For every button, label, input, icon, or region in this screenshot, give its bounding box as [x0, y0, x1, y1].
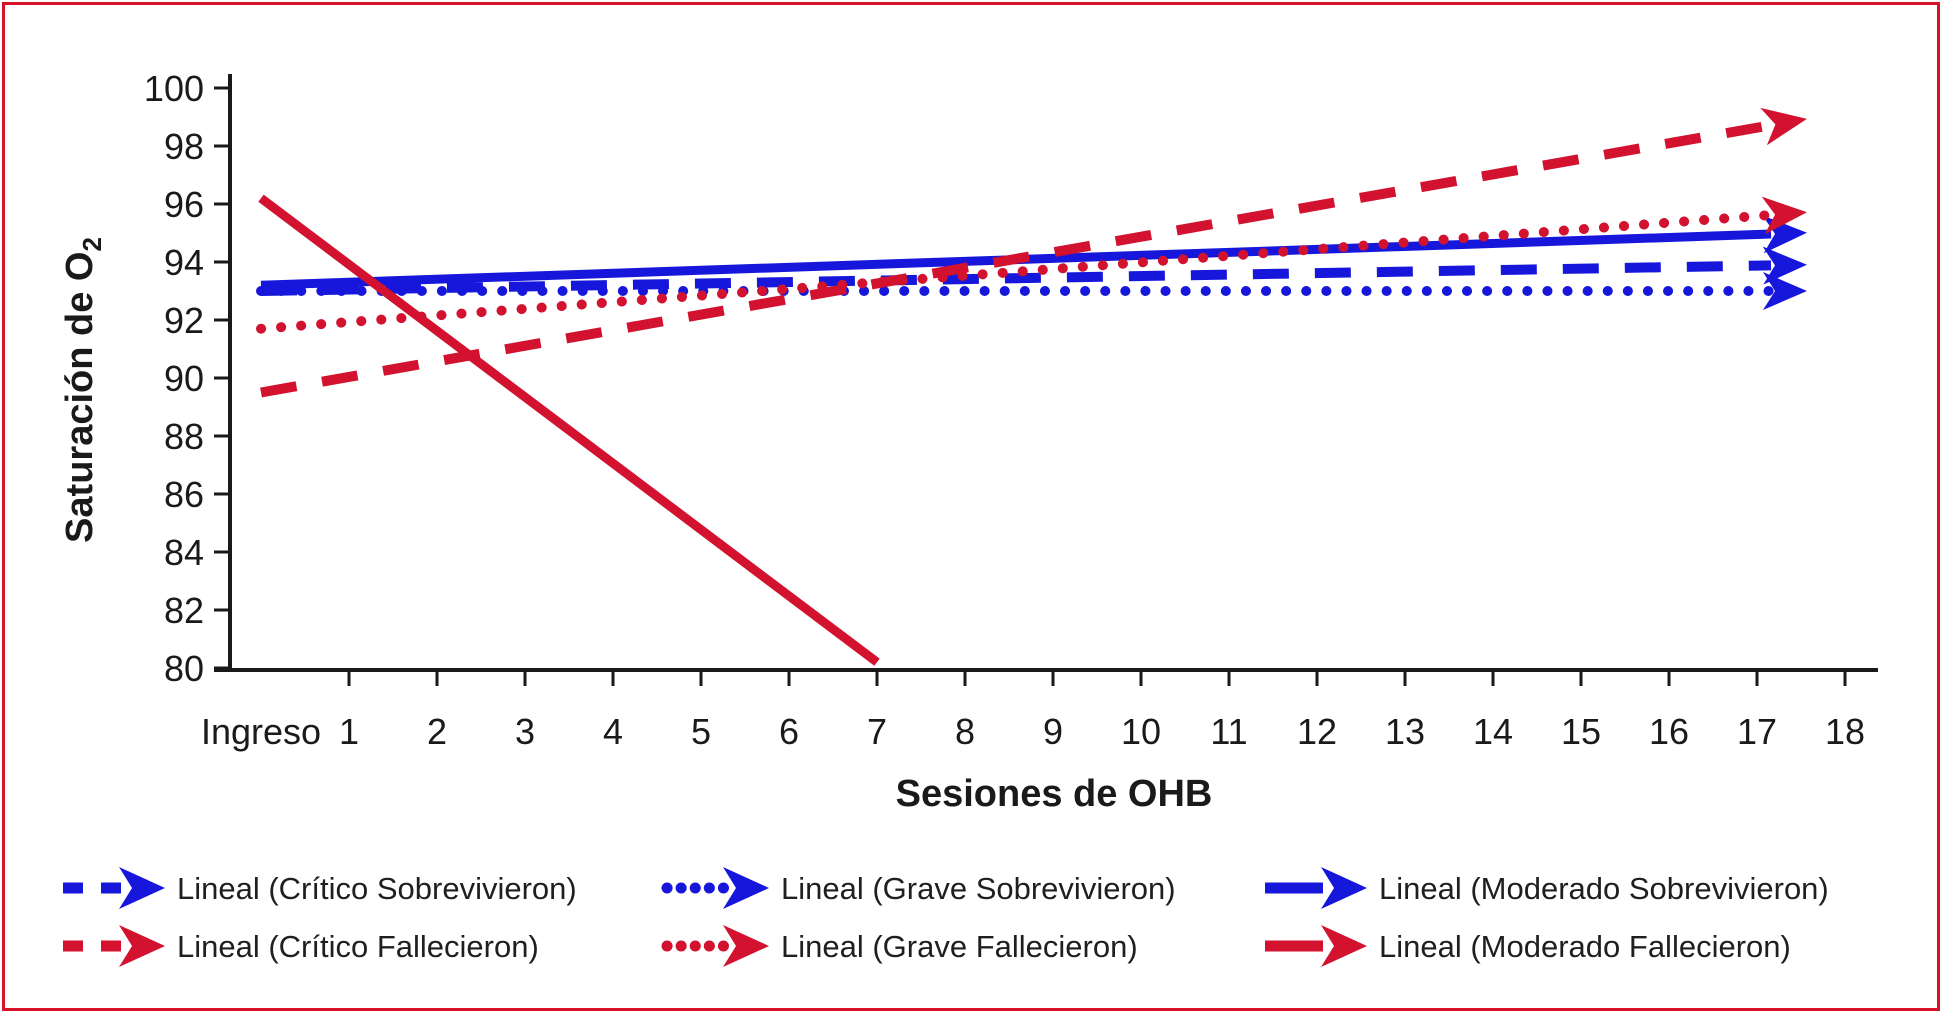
- x-tick-label-16: 16: [1649, 711, 1689, 752]
- x-tick-label-17: 17: [1737, 711, 1777, 752]
- y-axis-ticks: [214, 86, 230, 670]
- y-tick-label-88: 88: [164, 416, 204, 457]
- legend-marker-arrow-icon: [1321, 925, 1367, 967]
- y-tick-label-100: 100: [144, 68, 204, 109]
- x-tick-label-6: 6: [779, 711, 799, 752]
- y-tick-label-82: 82: [164, 590, 204, 631]
- x-tick-label-13: 13: [1385, 711, 1425, 752]
- legend-item-lineal-crtico-fallecieron: Lineal (Crítico Fallecieron): [63, 925, 539, 967]
- x-tick-label-7: 7: [867, 711, 887, 752]
- y-tick-label-92: 92: [164, 300, 204, 341]
- x-tick-label-2: 2: [427, 711, 447, 752]
- series-line-lineal-crtico-fallecieron: [260, 120, 1773, 398]
- legend: Lineal (Crítico Sobrevivieron) Lineal (Gr…: [63, 867, 1829, 967]
- x-tick-label-11: 11: [1210, 711, 1247, 752]
- legend-label: Lineal (Grave Sobrevivieron): [781, 871, 1176, 906]
- x-axis-title: Sesiones de OHB: [896, 773, 1213, 815]
- series-line-lineal-crtico-sobrevivieron: [260, 260, 1772, 296]
- series-arrow-lineal-grave-fallecieron: [1761, 196, 1807, 235]
- series-arrow-lineal-crtico-fallecieron: [1760, 107, 1807, 146]
- legend-label: Lineal (Crítico Fallecieron): [177, 929, 539, 964]
- x-tick-label-4: 4: [603, 711, 623, 752]
- y-axis-title-main: Saturación de O: [59, 252, 101, 543]
- legend-label: Lineal (Moderado Sobrevivieron): [1379, 871, 1829, 906]
- x-axis-ticks: [347, 670, 1847, 686]
- y-axis-title: Saturación de O2: [59, 237, 107, 543]
- y-tick-label-96: 96: [164, 184, 204, 225]
- x-tick-label-12: 12: [1297, 711, 1337, 752]
- x-tick-label-8: 8: [955, 711, 975, 752]
- legend-label: Lineal (Grave Fallecieron): [781, 929, 1138, 964]
- y-tick-label-86: 86: [164, 474, 204, 515]
- y-tick-label-94: 94: [164, 242, 204, 283]
- series-line-lineal-moderado-fallecieron: [258, 194, 880, 666]
- y-tick-label-90: 90: [164, 358, 204, 399]
- y-tick-label-84: 84: [164, 532, 204, 573]
- plot-series: [256, 107, 1807, 666]
- x-axis-tick-labels: Ingreso 1 2 3 4 5 6 7 8 9 10 11 12 13 14 15 16 17 18: [201, 711, 1865, 752]
- x-tick-label-3: 3: [515, 711, 535, 752]
- legend-item-lineal-moderado-sobrevivieron: Lineal (Moderado Sobrevivieron): [1265, 867, 1829, 909]
- x-tick-label-5: 5: [691, 711, 711, 752]
- x-tick-label-10: 10: [1121, 711, 1161, 752]
- x-tick-label-ingreso: Ingreso: [201, 711, 321, 752]
- series-arrow-lineal-crtico-sobrevivieron: [1762, 246, 1807, 285]
- axes: [214, 74, 1878, 672]
- y-axis-title-subscript: 2: [77, 237, 107, 251]
- legend-label: Lineal (Moderado Fallecieron): [1379, 929, 1791, 964]
- y-tick-label-80: 80: [164, 648, 204, 689]
- legend-item-lineal-moderado-fallecieron: Lineal (Moderado Fallecieron): [1265, 925, 1791, 967]
- x-tick-label-18: 18: [1825, 711, 1865, 752]
- series-arrow-lineal-grave-sobrevivieron: [1763, 272, 1807, 310]
- legend-label: Lineal (Crítico Sobrevivieron): [177, 871, 577, 906]
- y-tick-label-98: 98: [164, 126, 204, 167]
- legend-marker-arrow-icon: [723, 867, 769, 909]
- x-tick-label-15: 15: [1561, 711, 1601, 752]
- x-tick-label-1: 1: [339, 711, 359, 752]
- legend-item-lineal-crtico-sobrevivieron: Lineal (Crítico Sobrevivieron): [63, 867, 577, 909]
- x-tick-label-9: 9: [1043, 711, 1063, 752]
- legend-item-lineal-grave-fallecieron: Lineal (Grave Fallecieron): [661, 925, 1138, 967]
- y-axis-tick-labels: 80 82 84 86 88 90 92 94 96 98 100: [144, 68, 204, 689]
- legend-marker-arrow-icon: [723, 925, 769, 967]
- legend-marker-arrow-icon: [119, 925, 165, 967]
- x-tick-label-14: 14: [1473, 711, 1513, 752]
- legend-marker-arrow-icon: [119, 867, 165, 909]
- legend-item-lineal-grave-sobrevivieron: Lineal (Grave Sobrevivieron): [661, 867, 1176, 909]
- series-line-lineal-grave-fallecieron: [256, 209, 1777, 334]
- legend-marker-arrow-icon: [1321, 867, 1367, 909]
